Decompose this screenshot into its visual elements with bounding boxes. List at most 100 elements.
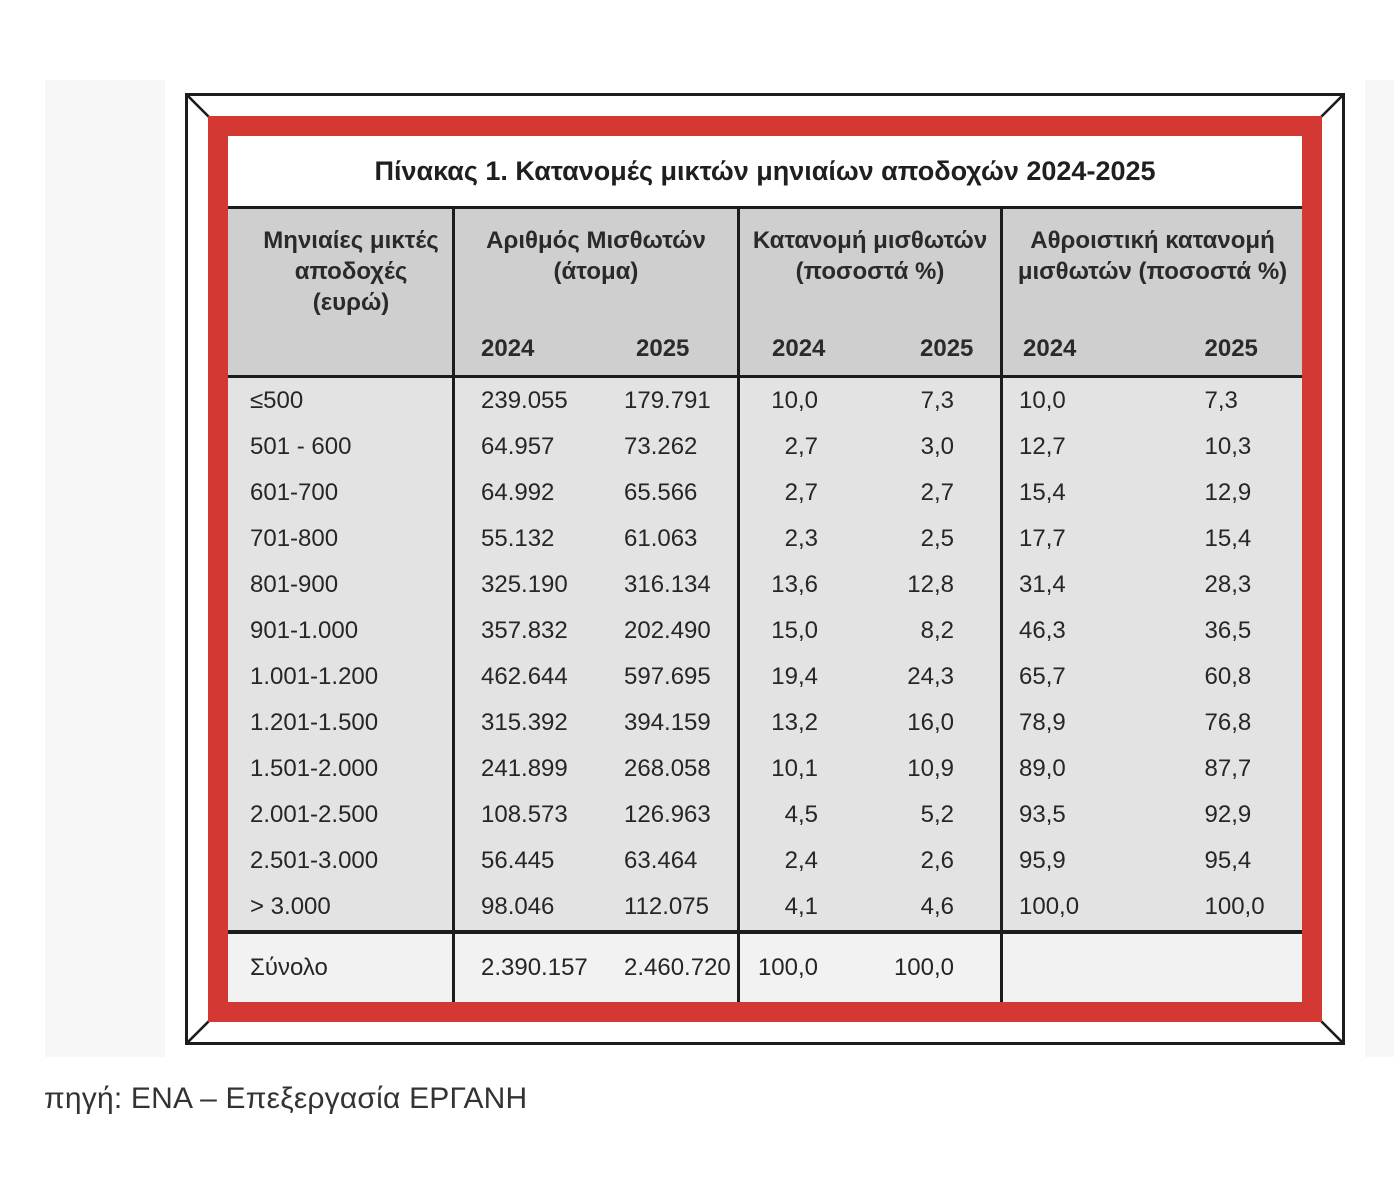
year-2025-label: 2025 xyxy=(920,335,974,362)
frame-corner-mitre-lines xyxy=(188,96,1342,1042)
share-2024-cell: 13,6 xyxy=(771,571,818,598)
header-ranges-label: Μηνιαίες μικτές αποδοχές (ευρώ) xyxy=(263,227,439,317)
share-2025-cell: 2,5 xyxy=(920,525,954,552)
range-cell: ≤500 xyxy=(250,387,304,414)
cum-2024-cell: 46,3 xyxy=(1019,617,1066,644)
table-row: 501 - 600 64.957 73.262 2,7 3,0 12,7 10,3 xyxy=(228,424,1302,470)
count-2025-cell: 202.490 xyxy=(624,617,711,644)
cum-2025-cell: 7,3 xyxy=(1204,387,1238,414)
count-2024-cell: 64.957 xyxy=(481,433,555,460)
count-2025-cell: 61.063 xyxy=(624,525,698,552)
table-title: Πίνακας 1. Κατανομές μικτών μηνιαίων απο… xyxy=(374,155,1156,186)
share-2024-cell: 13,2 xyxy=(771,709,818,736)
table-row: 801-900 325.190 316.134 13,6 12,8 31,4 28,3 xyxy=(228,562,1302,608)
year-subheader: 2024 2025 xyxy=(740,335,1000,363)
range-cell: 2.501-3.000 xyxy=(250,847,379,874)
count-2024-cell: 239.055 xyxy=(481,387,568,414)
share-2025-cell: 7,3 xyxy=(920,387,954,414)
cum-2024-cell: 93,5 xyxy=(1019,801,1066,828)
count-2024-cell: 462.644 xyxy=(481,663,568,690)
count-2024-cell: 56.445 xyxy=(481,847,555,874)
cum-2024-cell: 100,0 xyxy=(1019,893,1080,920)
count-2025-cell: 179.791 xyxy=(624,387,711,414)
count-2024-cell: 325.190 xyxy=(481,571,568,598)
range-cell: 601-700 xyxy=(250,479,339,506)
cum-2024-cell: 89,0 xyxy=(1019,755,1066,782)
count-2024-cell: 241.899 xyxy=(481,755,568,782)
share-2025-cell: 8,2 xyxy=(920,617,954,644)
cum-2024-cell: 17,7 xyxy=(1019,525,1066,552)
divider xyxy=(228,375,1302,378)
header-ranges: Μηνιαίες μικτές αποδοχές (ευρώ) xyxy=(228,209,452,375)
cum-2025-cell: 60,8 xyxy=(1204,663,1252,690)
total-count-2025: 2.460.720 xyxy=(624,954,731,981)
share-2025-cell: 16,0 xyxy=(907,709,954,736)
table-row: 2.501-3.000 56.445 63.464 2,4 2,6 95,9 95,4 xyxy=(228,838,1302,884)
share-2024-cell: 4,5 xyxy=(784,801,818,828)
table-row: 1.201-1.500 315.392 394.159 13,2 16,0 78,9… xyxy=(228,700,1302,746)
table-image: Πίνακας 1. Κατανομές μικτών μηνιαίων απο… xyxy=(165,80,1365,1057)
table-header-row: Μηνιαίες μικτές αποδοχές (ευρώ) Αριθμός … xyxy=(228,209,1302,375)
count-2024-cell: 64.992 xyxy=(481,479,555,506)
range-cell: 901-1.000 xyxy=(250,617,359,644)
year-subheader: 2024 2025 xyxy=(455,335,737,363)
cum-2024-cell: 31,4 xyxy=(1019,571,1066,598)
share-2024-cell: 10,1 xyxy=(771,755,818,782)
share-2024-cell: 10,0 xyxy=(771,387,818,414)
cum-2025-cell: 92,9 xyxy=(1204,801,1252,828)
header-count-group: Αριθμός Μισθωτών (άτομα) 2024 2025 xyxy=(452,209,737,375)
share-2025-cell: 2,6 xyxy=(920,847,954,874)
share-2024-cell: 2,4 xyxy=(784,847,818,874)
count-2025-cell: 316.134 xyxy=(624,571,711,598)
divider xyxy=(228,206,1302,209)
total-divider xyxy=(228,930,1302,934)
cum-2024-cell: 15,4 xyxy=(1019,479,1066,506)
total-label: Σύνολο xyxy=(250,954,328,981)
cum-2025-cell: 10,3 xyxy=(1204,433,1252,460)
range-cell: 701-800 xyxy=(250,525,339,552)
range-cell: 501 - 600 xyxy=(250,433,352,460)
share-2024-cell: 15,0 xyxy=(771,617,818,644)
range-cell: 1.001-1.200 xyxy=(250,663,379,690)
header-cumulative-label: Αθροιστική κατανομή μισθωτών (ποσοστά %) xyxy=(1017,227,1288,286)
cum-2024-cell: 78,9 xyxy=(1019,709,1066,736)
table-row: 2.001-2.500 108.573 126.963 4,5 5,2 93,5 92… xyxy=(228,792,1302,838)
count-2025-cell: 394.159 xyxy=(624,709,711,736)
table-row: ≤500 239.055 179.791 10,0 7,3 10,0 7,3 xyxy=(228,378,1302,424)
table-row: 601-700 64.992 65.566 2,7 2,7 15,4 12,9 xyxy=(228,470,1302,516)
red-frame-border: Πίνακας 1. Κατανομές μικτών μηνιαίων απο… xyxy=(208,116,1322,1022)
share-2024-cell: 2,7 xyxy=(784,433,818,460)
share-2024-cell: 2,7 xyxy=(784,479,818,506)
year-2025-label: 2025 xyxy=(1204,335,1258,362)
share-2025-cell: 5,2 xyxy=(920,801,954,828)
cum-2025-cell: 12,9 xyxy=(1204,479,1252,506)
cum-2025-cell: 28,3 xyxy=(1204,571,1252,598)
table-body: ≤500 239.055 179.791 10,0 7,3 10,0 7,3 501 … xyxy=(228,378,1302,930)
count-2024-cell: 55.132 xyxy=(481,525,555,552)
cum-2025-cell: 100,0 xyxy=(1204,893,1265,920)
count-2025-cell: 63.464 xyxy=(624,847,698,874)
cum-2025-cell: 76,8 xyxy=(1204,709,1252,736)
table-row: 1.001-1.200 462.644 597.695 19,4 24,3 65,7… xyxy=(228,654,1302,700)
total-share-2025: 100,0 xyxy=(893,954,954,981)
total-share-2024: 100,0 xyxy=(757,954,818,981)
header-share-group: Κατανομή μισθωτών (ποσοστά %) 2024 2025 xyxy=(737,209,1000,375)
year-2025-label: 2025 xyxy=(636,335,690,362)
table-row: 1.501-2.000 241.899 268.058 10,1 10,9 89,0… xyxy=(228,746,1302,792)
header-cumulative-group: Αθροιστική κατανομή μισθωτών (ποσοστά %)… xyxy=(1000,209,1302,375)
cum-2025-cell: 15,4 xyxy=(1204,525,1252,552)
total-count-2024: 2.390.157 xyxy=(481,954,588,981)
cum-2025-cell: 95,4 xyxy=(1204,847,1252,874)
header-count-label: Αριθμός Μισθωτών (άτομα) xyxy=(486,227,706,286)
share-2025-cell: 24,3 xyxy=(907,663,954,690)
range-cell: 1.501-2.000 xyxy=(250,755,379,782)
source-caption: πηγή: ΕΝΑ – Επεξεργασία ΕΡΓΑΝΗ xyxy=(44,1082,528,1115)
count-2024-cell: 357.832 xyxy=(481,617,568,644)
cum-2025-cell: 87,7 xyxy=(1204,755,1252,782)
share-2025-cell: 3,0 xyxy=(920,433,954,460)
table-title-band: Πίνακας 1. Κατανομές μικτών μηνιαίων απο… xyxy=(228,136,1302,206)
cum-2024-cell: 95,9 xyxy=(1019,847,1066,874)
share-2024-cell: 4,1 xyxy=(784,893,818,920)
count-2025-cell: 73.262 xyxy=(624,433,698,460)
year-2024-label: 2024 xyxy=(481,335,535,362)
